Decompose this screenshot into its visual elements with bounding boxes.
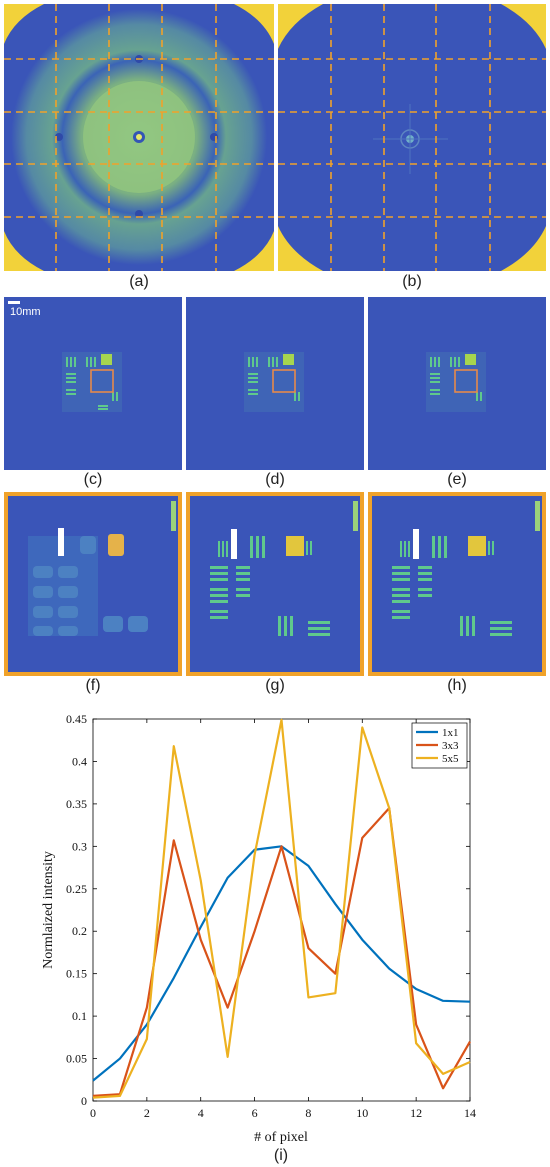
series-lines xyxy=(92,718,471,1099)
x-axis: 0 2 4 6 8 10 12 14 xyxy=(90,719,476,1120)
caption-h: (h) xyxy=(447,677,467,694)
image-panel-b xyxy=(278,4,546,271)
caption-g: (g) xyxy=(265,677,285,694)
x-tick-label: 10 xyxy=(356,1106,368,1120)
y-axis-label: Normlaized intensity xyxy=(41,851,56,969)
x-tick-label: 8 xyxy=(305,1106,311,1120)
caption-f: (f) xyxy=(85,677,101,694)
legend-label: 1x1 xyxy=(442,727,459,739)
y-tick-label: 0.4 xyxy=(72,754,87,768)
y-tick-label: 0.45 xyxy=(66,712,87,726)
x-tick-label: 6 xyxy=(252,1106,258,1120)
scale-bar-label: 10mm xyxy=(10,306,41,318)
y-tick-label: 0.05 xyxy=(66,1052,87,1066)
caption-d: (d) xyxy=(265,471,285,488)
image-panel-a xyxy=(4,4,274,271)
caption-b: (b) xyxy=(402,273,422,290)
image-panel-g xyxy=(186,492,364,676)
y-axis: 0 0.05 0.1 0.15 0.2 0.25 0.3 0.35 0.4 0.45 xyxy=(66,712,470,1108)
x-axis-label: # of pixel xyxy=(254,1130,308,1145)
y-tick-label: 0.1 xyxy=(72,1009,87,1023)
series-line-5x5 xyxy=(92,718,471,1099)
legend-label: 5x5 xyxy=(442,753,459,765)
line-chart: 0 2 4 6 8 10 12 14 0 0.05 0.1 0.15 0.2 0.25 0.3 0.35 0.… xyxy=(41,712,476,1164)
chart-caption: (i) xyxy=(274,1147,288,1164)
image-panel-f xyxy=(4,492,182,676)
y-tick-label: 0 xyxy=(81,1094,87,1108)
y-tick-label: 0.2 xyxy=(72,924,87,938)
x-tick-label: 0 xyxy=(90,1106,96,1120)
legend-label: 3x3 xyxy=(442,740,459,752)
x-tick-label: 14 xyxy=(464,1106,476,1120)
x-tick-label: 2 xyxy=(144,1106,150,1120)
y-tick-label: 0.3 xyxy=(72,839,87,853)
image-panel-c: 10mm xyxy=(4,297,182,470)
y-tick-label: 0.15 xyxy=(66,967,87,981)
y-tick-label: 0.25 xyxy=(66,882,87,896)
image-panel-d xyxy=(186,297,364,470)
plot-area xyxy=(92,718,471,1102)
caption-c: (c) xyxy=(83,471,103,488)
caption-e: (e) xyxy=(447,471,467,488)
caption-a: (a) xyxy=(129,273,149,290)
y-tick-label: 0.35 xyxy=(66,797,87,811)
image-panel-e xyxy=(368,297,546,470)
x-tick-label: 12 xyxy=(410,1106,422,1120)
x-tick-label: 4 xyxy=(198,1106,204,1120)
image-panel-h xyxy=(368,492,546,676)
